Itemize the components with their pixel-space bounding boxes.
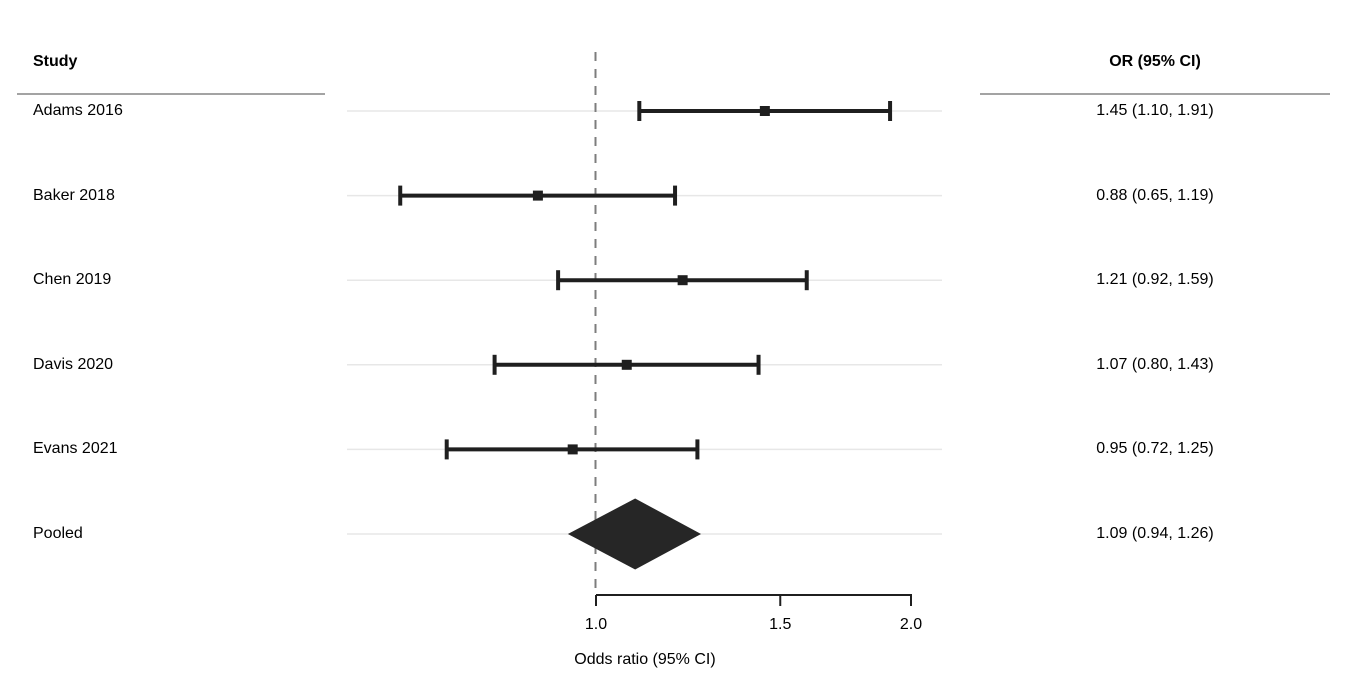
or-ci-value: 1.45 (1.10, 1.91) [1096, 102, 1214, 119]
study-label: Adams 2016 [33, 102, 123, 119]
study-label: Evans 2021 [33, 440, 118, 458]
x-tick-label: 1.0 [584, 616, 608, 633]
study-label: Davis 2020 [33, 355, 114, 373]
or-ci-value: 0.95 (0.72, 1.25) [1096, 440, 1214, 458]
or-ci-value: 1.07 (0.80, 1.43) [1096, 355, 1214, 373]
x-tick-label: 1.5 [769, 616, 792, 633]
point-estimate-marker [677, 275, 688, 286]
study-label: Chen 2019 [33, 271, 112, 289]
point-estimate-marker [621, 359, 632, 370]
study-header-rule [17, 93, 325, 95]
x-axis-title: Odds ratio (95% CI) [574, 651, 716, 668]
pooled-label: Pooled [33, 525, 83, 542]
or-ci-value: 1.21 (0.92, 1.59) [1096, 271, 1214, 289]
study-label: Baker 2018 [33, 186, 115, 204]
point-estimate-marker [567, 444, 578, 455]
or-ci-value: 0.88 (0.65, 1.19) [1096, 186, 1214, 204]
pooled-diamond [567, 498, 702, 570]
or-ci-value: 1.09 (0.94, 1.26) [1096, 525, 1214, 542]
study-column-header: Study [33, 53, 78, 70]
point-estimate-marker [532, 190, 543, 201]
x-tick-label: 2.0 [899, 616, 923, 633]
or-column-header: OR (95% CI) [1109, 53, 1201, 70]
or-header-rule [980, 93, 1330, 95]
point-estimate-marker [759, 106, 770, 116]
